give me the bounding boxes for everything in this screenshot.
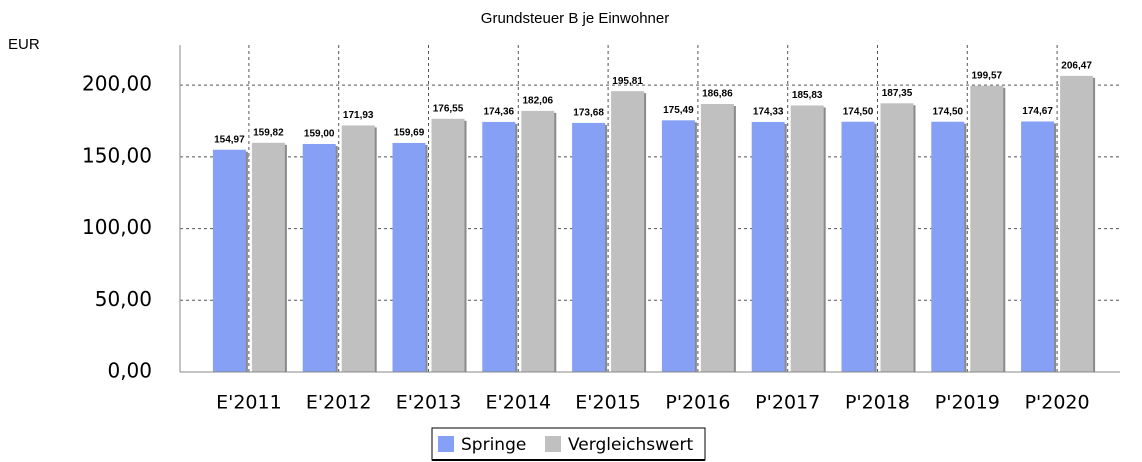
value-label: 174,33 <box>753 107 784 118</box>
bar <box>482 121 516 372</box>
value-label: 174,36 <box>484 107 515 118</box>
bar <box>212 149 246 372</box>
y-tick-label: 200,00 <box>82 72 152 96</box>
value-label: 195,81 <box>612 76 643 87</box>
bar <box>841 121 875 373</box>
value-label: 174,50 <box>843 106 874 117</box>
value-label: 185,83 <box>792 90 823 101</box>
x-tick-label: P'2018 <box>845 392 910 414</box>
y-tick-label: 100,00 <box>82 215 152 239</box>
value-label: 171,93 <box>343 110 374 121</box>
x-tick-label: P'2020 <box>1025 392 1090 414</box>
value-label: 186,86 <box>702 89 733 100</box>
value-label: 159,00 <box>304 129 335 140</box>
value-label: 159,69 <box>394 128 425 139</box>
x-tick-label: E'2011 <box>216 392 282 414</box>
bar <box>251 142 285 372</box>
value-label: 176,55 <box>433 103 464 114</box>
x-tick-label: E'2013 <box>396 392 462 414</box>
bar <box>880 103 914 372</box>
bar <box>572 122 606 373</box>
bar <box>302 143 336 372</box>
bar <box>1021 121 1055 372</box>
chart-title: Grundsteuer B je Einwohner <box>481 10 669 27</box>
x-tick-label: E'2014 <box>486 392 552 414</box>
value-label: 182,06 <box>523 96 554 107</box>
bar <box>392 142 426 372</box>
bar <box>700 104 734 372</box>
value-label: 159,82 <box>253 127 284 138</box>
legend-label: Springe <box>461 435 526 455</box>
bar <box>661 120 695 372</box>
bar <box>790 105 824 373</box>
value-label: 175,49 <box>663 105 694 116</box>
legend-swatch <box>545 436 561 452</box>
value-label: 173,68 <box>573 108 604 119</box>
x-tick-label: P'2016 <box>665 392 730 414</box>
y-tick-label: 0,00 <box>107 359 152 383</box>
x-tick-label: E'2012 <box>306 392 372 414</box>
value-label: 206,47 <box>1061 61 1092 72</box>
x-tick-label: P'2017 <box>755 392 820 414</box>
legend-box <box>431 427 706 461</box>
x-tick-label: E'2015 <box>575 392 641 414</box>
y-axis-label: EUR <box>8 36 40 53</box>
y-tick-label: 50,00 <box>95 287 152 311</box>
legend-label: Vergleichswert <box>568 435 693 455</box>
y-tick-label: 150,00 <box>82 143 152 167</box>
bar <box>431 118 465 372</box>
bar <box>1060 75 1094 373</box>
bar <box>751 121 785 372</box>
legend-swatch <box>438 436 454 452</box>
bar <box>341 125 375 372</box>
bar <box>611 91 645 372</box>
bar <box>970 85 1004 373</box>
x-tick-label: P'2019 <box>935 392 1000 414</box>
bar <box>521 110 555 372</box>
bar <box>931 121 965 373</box>
value-label: 174,50 <box>933 106 964 117</box>
value-label: 199,57 <box>972 70 1003 81</box>
value-label: 187,35 <box>882 88 913 99</box>
value-label: 154,97 <box>214 134 245 145</box>
value-label: 174,67 <box>1022 106 1053 117</box>
